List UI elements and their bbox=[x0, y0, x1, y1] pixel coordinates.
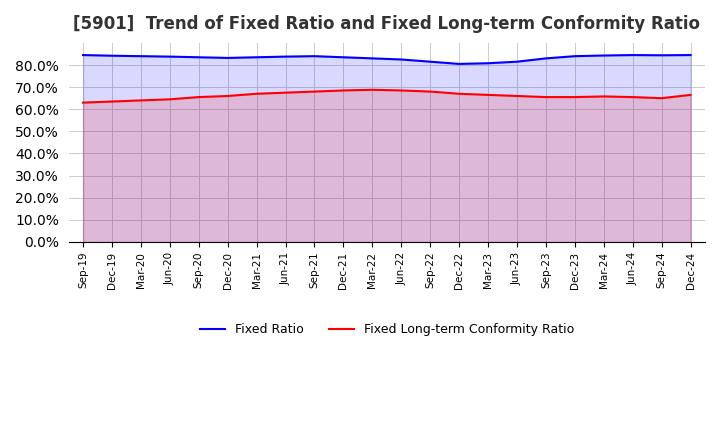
Fixed Long-term Conformity Ratio bbox=[78, 100, 87, 105]
Fixed Long-term Conformity Ratio bbox=[108, 99, 117, 104]
Fixed Long-term Conformity Ratio bbox=[426, 89, 434, 94]
Fixed Ratio bbox=[137, 54, 145, 59]
Fixed Ratio bbox=[686, 52, 695, 58]
Fixed Ratio bbox=[426, 59, 434, 64]
Fixed Ratio bbox=[108, 53, 117, 59]
Fixed Long-term Conformity Ratio bbox=[541, 95, 550, 100]
Fixed Long-term Conformity Ratio bbox=[137, 98, 145, 103]
Line: Fixed Long-term Conformity Ratio: Fixed Long-term Conformity Ratio bbox=[83, 90, 690, 103]
Fixed Long-term Conformity Ratio bbox=[484, 92, 492, 98]
Fixed Long-term Conformity Ratio bbox=[600, 94, 608, 99]
Fixed Long-term Conformity Ratio bbox=[282, 90, 290, 95]
Fixed Long-term Conformity Ratio bbox=[310, 89, 319, 94]
Fixed Ratio bbox=[223, 55, 232, 61]
Fixed Ratio bbox=[282, 54, 290, 59]
Fixed Long-term Conformity Ratio bbox=[455, 91, 464, 96]
Fixed Long-term Conformity Ratio bbox=[657, 95, 666, 101]
Fixed Ratio bbox=[166, 54, 174, 59]
Fixed Ratio bbox=[194, 55, 203, 60]
Fixed Ratio bbox=[368, 56, 377, 61]
Fixed Long-term Conformity Ratio bbox=[629, 95, 637, 100]
Fixed Long-term Conformity Ratio bbox=[686, 92, 695, 98]
Fixed Long-term Conformity Ratio bbox=[166, 97, 174, 102]
Fixed Ratio bbox=[570, 54, 579, 59]
Fixed Ratio bbox=[252, 55, 261, 60]
Fixed Long-term Conformity Ratio bbox=[513, 93, 521, 99]
Fixed Long-term Conformity Ratio bbox=[570, 95, 579, 100]
Fixed Ratio bbox=[600, 53, 608, 58]
Line: Fixed Ratio: Fixed Ratio bbox=[83, 55, 690, 64]
Fixed Long-term Conformity Ratio bbox=[223, 93, 232, 99]
Fixed Long-term Conformity Ratio bbox=[368, 87, 377, 92]
Fixed Ratio bbox=[310, 54, 319, 59]
Fixed Ratio bbox=[484, 61, 492, 66]
Fixed Ratio bbox=[657, 53, 666, 58]
Fixed Ratio bbox=[541, 56, 550, 61]
Fixed Long-term Conformity Ratio bbox=[194, 95, 203, 100]
Legend: Fixed Ratio, Fixed Long-term Conformity Ratio: Fixed Ratio, Fixed Long-term Conformity … bbox=[195, 318, 579, 341]
Title: [5901]  Trend of Fixed Ratio and Fixed Long-term Conformity Ratio: [5901] Trend of Fixed Ratio and Fixed Lo… bbox=[73, 15, 701, 33]
Fixed Ratio bbox=[513, 59, 521, 64]
Fixed Ratio bbox=[78, 52, 87, 58]
Fixed Long-term Conformity Ratio bbox=[252, 91, 261, 96]
Fixed Ratio bbox=[629, 52, 637, 58]
Fixed Ratio bbox=[339, 55, 348, 60]
Fixed Long-term Conformity Ratio bbox=[339, 88, 348, 93]
Fixed Long-term Conformity Ratio bbox=[397, 88, 405, 93]
Fixed Ratio bbox=[455, 61, 464, 66]
Fixed Ratio bbox=[397, 57, 405, 62]
